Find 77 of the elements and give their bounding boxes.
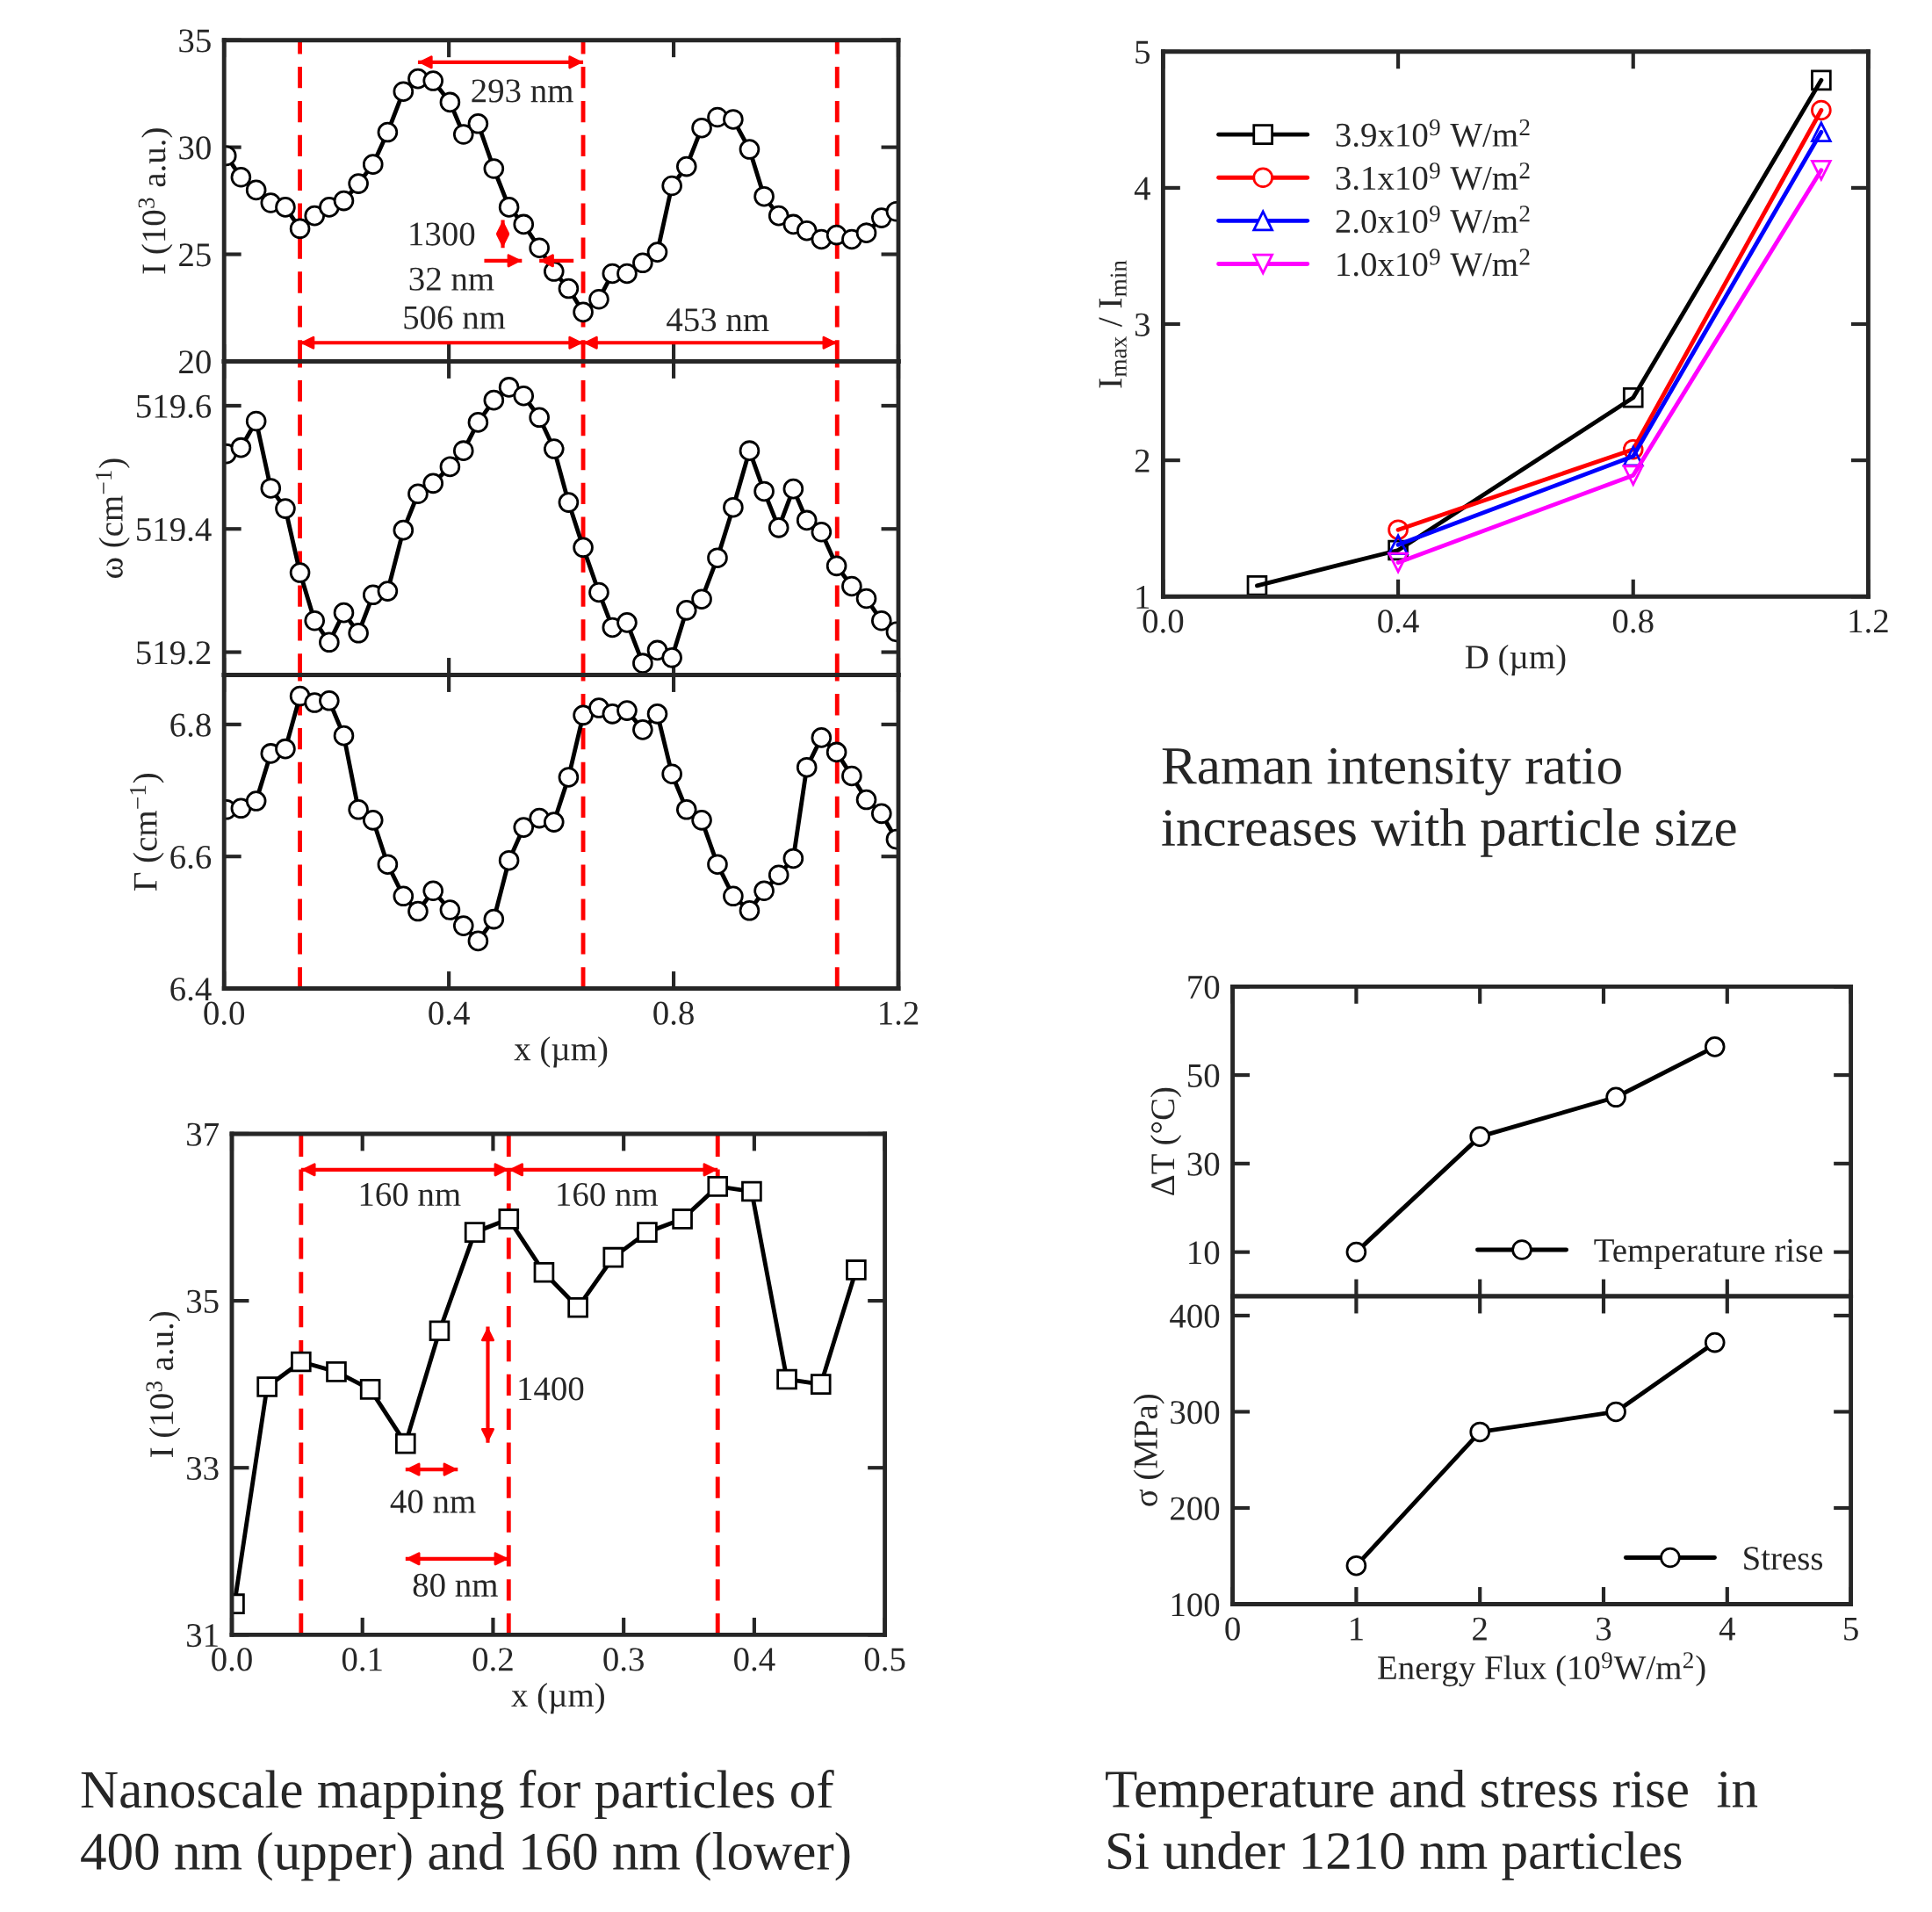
annotation: 506 nm — [404, 306, 506, 329]
x-tick-label: 0.0 — [204, 1001, 245, 1025]
annotation: 1400 — [519, 1377, 584, 1401]
x-tick-label: 0.0 — [212, 1648, 252, 1671]
x-tick-label: 1 — [1351, 1617, 1363, 1641]
y-tick-label: 100 — [1171, 1593, 1220, 1617]
y-tick-label: 519.6 — [137, 394, 212, 418]
y-tick-label: 2 — [1135, 449, 1150, 473]
x-tick-label: 1.2 — [1849, 610, 1888, 633]
x-tick-label: 0.3 — [603, 1648, 644, 1671]
y-tick-label: 3 — [1135, 313, 1150, 336]
x-axis-title: Energy Flux (10$^{9}$W/m$^{2}$) — [1378, 1652, 1705, 1687]
x-tick-label: 3 — [1597, 1617, 1611, 1641]
y-axis-title: I$_{max}$ / I$_{min}$ — [1099, 260, 1127, 388]
x-tick-label: 0.4 — [734, 1648, 775, 1671]
y-tick-label: 35 — [187, 1289, 219, 1313]
y-tick-label: 33 — [187, 1456, 219, 1481]
y-tick-label: 4 — [1134, 177, 1150, 200]
y-tick-label: 1 — [1136, 586, 1150, 609]
y-tick-label: 519.4 — [137, 517, 212, 542]
text: Temperature and stress rise in Si under 1210 nm particles — [1106, 1770, 1758, 1880]
y-tick-label: 6.4 — [170, 978, 212, 1001]
y-tick-label: 35 — [179, 29, 211, 53]
y-tick-label: 519.2 — [137, 641, 211, 665]
x-tick-label: 0.1 — [342, 1648, 382, 1671]
x-tick-label: 2 — [1473, 1617, 1487, 1641]
y-axis-title: I (10$^{3}$ a.u.) — [138, 128, 173, 274]
annotation: 32 nm — [409, 267, 494, 291]
y-axis-title: ω (cm$^{−1}$) — [95, 458, 130, 579]
y-tick-label: 37 — [187, 1122, 219, 1146]
x-axis-title: D (µm) — [1465, 644, 1566, 676]
y-axis-title: ΔT (°C) — [1150, 1087, 1182, 1195]
x-tick-label: 0.2 — [472, 1648, 513, 1671]
legend-label: Stress — [1744, 1547, 1823, 1570]
x-tick-label: 0.8 — [653, 1001, 694, 1025]
annotation: 40 nm — [390, 1490, 476, 1513]
x-tick-label: 5 — [1844, 1617, 1858, 1641]
x-tick-label: 0.0 — [1143, 610, 1184, 633]
legend-label: 3.9x10$^{9}$ W/m$^{2}$ — [1336, 119, 1530, 148]
x-axis-title: x (µm) — [514, 1036, 608, 1068]
y-tick-label: 6.6 — [170, 845, 212, 869]
y-tick-label: 400 — [1170, 1304, 1220, 1328]
y-tick-label: 30 — [179, 136, 211, 160]
x-axis-title: x (µm) — [511, 1683, 604, 1714]
annotation: 80 nm — [413, 1573, 498, 1598]
y-tick-label: 50 — [1188, 1064, 1220, 1087]
y-tick-label: 10 — [1189, 1241, 1220, 1265]
y-tick-label: 5 — [1135, 40, 1150, 64]
y-tick-label: 31 — [187, 1624, 218, 1648]
x-tick-label: 1.2 — [880, 1001, 919, 1025]
x-tick-label: 0.5 — [864, 1648, 905, 1671]
y-tick-label: 300 — [1171, 1401, 1220, 1425]
legend-label: 3.1x10$^{9}$ W/m$^{2}$ — [1336, 162, 1530, 191]
x-tick-label: 4 — [1719, 1617, 1735, 1641]
y-tick-label: 70 — [1188, 975, 1220, 999]
legend-label: Temperature rise — [1594, 1238, 1823, 1269]
x-tick-label: 0 — [1225, 1617, 1240, 1641]
y-tick-label: 200 — [1171, 1497, 1220, 1520]
annotation: 1300 — [410, 222, 475, 246]
annotation: 293 nm — [472, 79, 573, 103]
legend-label: 2.0x10$^{9}$ W/m$^{2}$ — [1336, 206, 1530, 234]
text: Nanoscale mapping for particles of 400 nm (upper) and 160 nm (lower) — [81, 1770, 850, 1881]
y-axis-title: Γ (cm$^{−1}$) — [129, 773, 164, 891]
y-axis-title: σ (MPa) — [1133, 1394, 1164, 1506]
annotation: 160 nm — [360, 1182, 461, 1207]
x-tick-label: 0.8 — [1612, 610, 1654, 633]
x-tick-label: 0.4 — [1378, 610, 1419, 633]
y-tick-label: 25 — [179, 243, 211, 267]
y-tick-label: 30 — [1187, 1152, 1220, 1176]
text: Raman intensity ratio increases with particle size — [1162, 747, 1736, 857]
legend-label: 1.0x10$^{9}$ W/m$^{2}$ — [1337, 249, 1530, 277]
annotation: 160 nm — [558, 1182, 659, 1207]
x-tick-label: 0.4 — [429, 1001, 470, 1025]
y-tick-label: 20 — [179, 350, 211, 374]
annotation: 453 nm — [667, 308, 769, 332]
y-axis-title: I (10$^{3}$ a.u.) — [146, 1311, 181, 1457]
y-tick-label: 6.8 — [170, 713, 211, 737]
